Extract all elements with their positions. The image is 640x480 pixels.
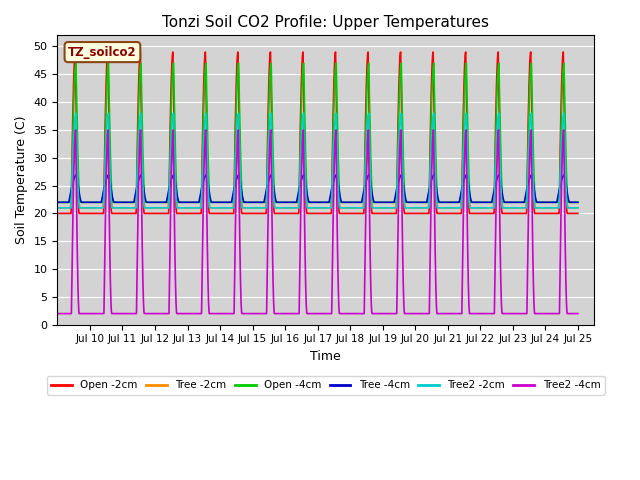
Tree2 -4cm (72, 127, 79, 133)
Tree -4cm (499, 196, 507, 202)
Tree -2cm (161, 205, 169, 211)
Tree -4cm (161, 199, 169, 205)
Tree2 -2cm (460, 132, 468, 138)
Open -4cm (460, 97, 468, 103)
Tree -2cm (460, 161, 468, 167)
Tree2 -4cm (54, 311, 61, 316)
Tree2 -4cm (365, 143, 372, 148)
Open -2cm (460, 74, 468, 80)
Open -4cm (72, 60, 80, 66)
Tree -2cm (574, 205, 582, 211)
Tree2 -2cm (161, 205, 169, 211)
Open -4cm (161, 199, 169, 205)
Tree2 -2cm (54, 205, 61, 211)
Title: Tonzi Soil CO2 Profile: Upper Temperatures: Tonzi Soil CO2 Profile: Upper Temperatur… (163, 15, 490, 30)
Line: Open -2cm: Open -2cm (58, 52, 578, 214)
Y-axis label: Soil Temperature (C): Soil Temperature (C) (15, 116, 28, 244)
Tree -4cm (460, 177, 468, 182)
Open -4cm (54, 199, 61, 205)
Tree2 -2cm (499, 205, 507, 211)
Tree -2cm (499, 205, 507, 211)
Tree2 -4cm (337, 311, 344, 316)
Tree -2cm (337, 205, 344, 211)
Open -4cm (499, 199, 507, 205)
Tree2 -2cm (72, 110, 80, 116)
Tree2 -2cm (574, 205, 582, 211)
Tree -2cm (54, 205, 61, 211)
Open -2cm (54, 211, 61, 216)
Tree -4cm (73, 171, 81, 177)
Tree2 -4cm (161, 311, 169, 316)
Legend: Open -2cm, Tree -2cm, Open -4cm, Tree -4cm, Tree2 -2cm, Tree2 -4cm: Open -2cm, Tree -2cm, Open -4cm, Tree -4… (47, 376, 605, 395)
Open -2cm (337, 211, 344, 216)
Open -4cm (574, 199, 582, 205)
Line: Open -4cm: Open -4cm (58, 63, 578, 202)
Tree -2cm (486, 205, 493, 211)
Tree2 -4cm (574, 311, 582, 316)
Tree -4cm (54, 199, 61, 205)
Open -2cm (72, 49, 79, 55)
X-axis label: Time: Time (310, 350, 341, 363)
Tree -2cm (72, 149, 80, 155)
Tree2 -2cm (486, 205, 493, 211)
Line: Tree2 -4cm: Tree2 -4cm (58, 130, 578, 313)
Tree -4cm (365, 172, 372, 178)
Text: TZ_soilco2: TZ_soilco2 (68, 46, 137, 59)
Tree -4cm (486, 199, 493, 205)
Tree2 -2cm (365, 110, 372, 116)
Open -2cm (574, 211, 582, 216)
Open -2cm (486, 211, 493, 216)
Open -4cm (337, 199, 344, 205)
Tree2 -4cm (460, 168, 468, 174)
Open -2cm (365, 83, 372, 88)
Open -4cm (365, 60, 372, 66)
Open -2cm (161, 211, 169, 216)
Tree2 -4cm (486, 311, 493, 316)
Line: Tree -2cm: Tree -2cm (58, 152, 578, 208)
Line: Tree -4cm: Tree -4cm (58, 174, 578, 202)
Tree -4cm (574, 199, 582, 205)
Line: Tree2 -2cm: Tree2 -2cm (58, 113, 578, 208)
Tree -4cm (337, 197, 344, 203)
Open -4cm (486, 199, 493, 205)
Tree -2cm (365, 150, 372, 156)
Tree2 -2cm (337, 205, 344, 211)
Tree2 -4cm (499, 311, 507, 316)
Open -2cm (499, 211, 507, 216)
